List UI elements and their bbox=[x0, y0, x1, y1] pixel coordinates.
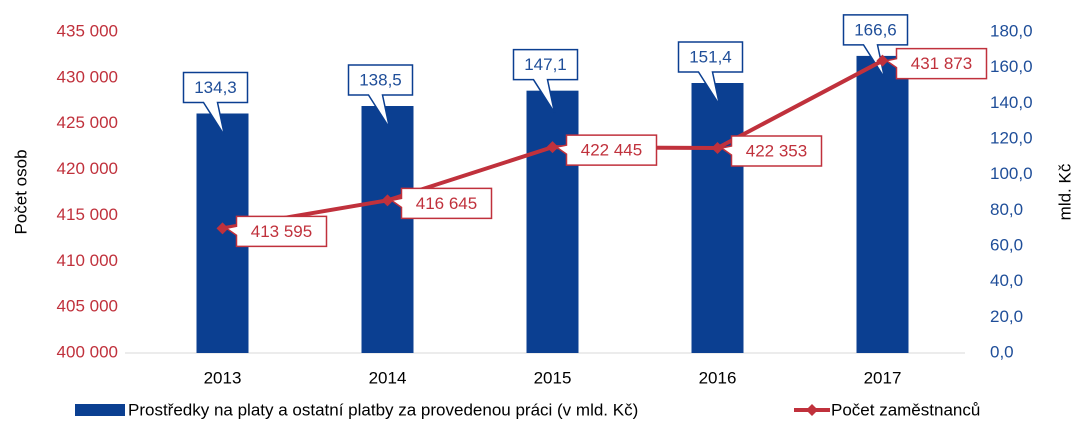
bar-value-label: 151,4 bbox=[689, 47, 732, 66]
line-label-callout bbox=[719, 135, 823, 167]
x-tick-label: 2017 bbox=[864, 368, 902, 387]
x-tick-label: 2015 bbox=[534, 368, 572, 387]
y2-tick-label: 100,0 bbox=[990, 164, 1033, 183]
y-tick-label: 400 000 bbox=[57, 342, 118, 361]
bar-label-callout bbox=[347, 64, 414, 129]
line-label-callout bbox=[224, 215, 328, 248]
y-tick-label: 425 000 bbox=[57, 113, 118, 132]
bar-label-callout bbox=[182, 71, 249, 136]
y2-tick-label: 20,0 bbox=[990, 307, 1023, 326]
line-value-label: 422 445 bbox=[581, 141, 642, 160]
bar bbox=[526, 90, 579, 354]
line-value-label: 431 873 bbox=[911, 54, 972, 73]
line-marker bbox=[876, 54, 889, 67]
legend-label: Prostředky na platy a ostatní platby za … bbox=[128, 400, 638, 419]
line-marker bbox=[711, 141, 724, 154]
line-value-label: 413 595 bbox=[251, 222, 312, 241]
line-marker bbox=[546, 141, 559, 154]
y2-tick-label: 180,0 bbox=[990, 21, 1033, 40]
y2-axis-title: mld. Kč bbox=[1055, 163, 1074, 220]
legend-marker bbox=[806, 404, 818, 416]
y-tick-label: 435 000 bbox=[57, 21, 118, 40]
y2-tick-label: 0,0 bbox=[990, 342, 1014, 361]
line-label-callout bbox=[884, 47, 988, 80]
y-tick-label: 405 000 bbox=[57, 297, 118, 316]
y2-tick-label: 120,0 bbox=[990, 128, 1033, 147]
line-marker bbox=[216, 222, 229, 235]
y2-tick-label: 40,0 bbox=[990, 271, 1023, 290]
bar bbox=[361, 106, 414, 353]
bar-value-label: 134,3 bbox=[194, 78, 237, 97]
y-axis-title: Počet osob bbox=[11, 149, 30, 234]
x-tick-label: 2014 bbox=[369, 368, 407, 387]
line-value-label: 416 645 bbox=[416, 194, 477, 213]
line-value-label: 422 353 bbox=[746, 141, 807, 160]
bar-value-label: 166,6 bbox=[854, 20, 897, 39]
bar bbox=[691, 83, 744, 354]
legend-swatch bbox=[75, 404, 125, 416]
y-tick-label: 415 000 bbox=[57, 205, 118, 224]
y-tick-label: 420 000 bbox=[57, 159, 118, 178]
bar-value-label: 138,5 bbox=[359, 70, 402, 89]
line-label-callout bbox=[554, 134, 658, 166]
bar-label-callout bbox=[677, 41, 744, 106]
x-tick-label: 2016 bbox=[699, 368, 737, 387]
x-tick-label: 2013 bbox=[204, 368, 242, 387]
y2-tick-label: 160,0 bbox=[990, 57, 1033, 76]
legend-label: Počet zaměstnanců bbox=[831, 400, 980, 419]
y-tick-label: 430 000 bbox=[57, 67, 118, 86]
bar-value-label: 147,1 bbox=[524, 55, 567, 74]
y2-tick-label: 140,0 bbox=[990, 93, 1033, 112]
y2-tick-label: 60,0 bbox=[990, 235, 1023, 254]
y2-tick-label: 80,0 bbox=[990, 200, 1023, 219]
line-marker bbox=[381, 194, 394, 207]
bar bbox=[856, 55, 909, 353]
line-label-callout bbox=[389, 187, 493, 220]
y-tick-label: 410 000 bbox=[57, 251, 118, 270]
bar-label-callout bbox=[512, 48, 579, 114]
